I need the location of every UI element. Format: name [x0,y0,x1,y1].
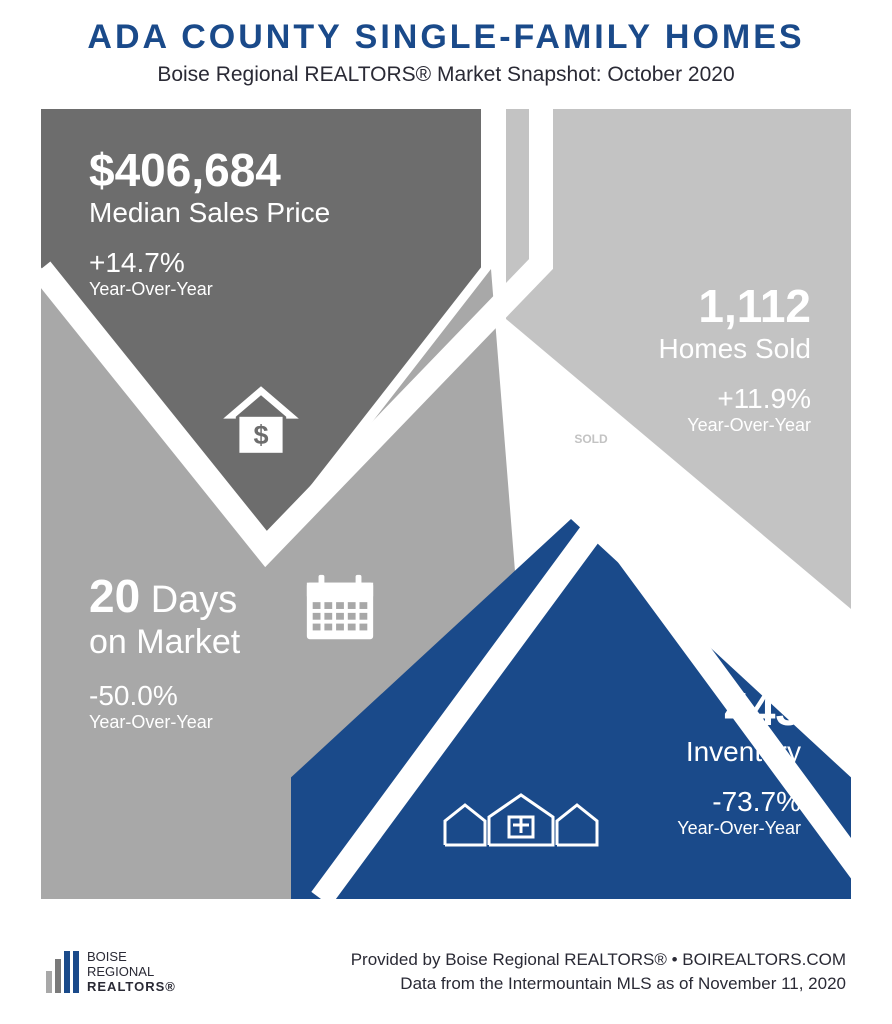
svg-text:$: $ [253,420,268,450]
house-dollar-icon: $ [216,379,306,469]
logo-text: BOISE REGIONAL REALTORS® [87,950,176,995]
footer-line2: Data from the Intermountain MLS as of No… [351,972,846,996]
median-price-label: Median Sales Price [89,197,330,229]
panel-median-price: $406,684 Median Sales Price +14.7% Year-… [89,143,330,300]
page-title: ADA COUNTY SINGLE-FAMILY HOMES [0,18,892,57]
days-yoy: Year-Over-Year [89,712,240,733]
footer-line1: Provided by Boise Regional REALTORS® • B… [351,948,846,972]
homes-sold-label: Homes Sold [658,333,811,365]
panel-homes-sold: 1,112 Homes Sold +11.9% Year-Over-Year [658,279,811,436]
calendar-icon [301,569,379,647]
homes-sold-change: +11.9% [658,383,811,415]
logo-bars-icon [46,951,79,993]
header: ADA COUNTY SINGLE-FAMILY HOMES Boise Reg… [0,0,892,99]
inventory-label: Inventory [677,736,801,768]
days-change: -50.0% [89,680,240,712]
homes-sold-yoy: Year-Over-Year [658,415,811,436]
median-price-yoy: Year-Over-Year [89,279,330,300]
median-price-change: +14.7% [89,247,330,279]
logo-line1: BOISE [87,950,176,965]
footer: BOISE REGIONAL REALTORS® Provided by Boi… [0,934,892,1024]
footer-attribution: Provided by Boise Regional REALTORS® • B… [351,948,846,996]
days-suffix: Days [140,579,237,621]
inventory-yoy: Year-Over-Year [677,818,801,839]
days-value: 20 [89,570,140,622]
logo: BOISE REGIONAL REALTORS® [46,950,176,995]
homes-sold-value: 1,112 [658,279,811,333]
sold-sign-icon: SOLD [553,409,623,499]
houses-row-icon [441,791,601,851]
inventory-change: -73.7% [677,786,801,818]
svg-text:SOLD: SOLD [574,432,608,446]
infographic-canvas: $406,684 Median Sales Price +14.7% Year-… [41,109,851,899]
page-subtitle: Boise Regional REALTORS® Market Snapshot… [0,63,892,87]
inventory-value: 443 [677,682,801,736]
days-label: on Market [89,623,240,662]
median-price-value: $406,684 [89,143,330,197]
days-value-line: 20 Days [89,569,240,623]
logo-line2: REGIONAL [87,965,176,980]
logo-brand: REALTORS® [87,980,176,995]
panel-inventory: 443 Inventory -73.7% Year-Over-Year [677,682,801,839]
panel-days-on-market: 20 Days on Market -50.0% Year-Over-Year [89,569,240,733]
